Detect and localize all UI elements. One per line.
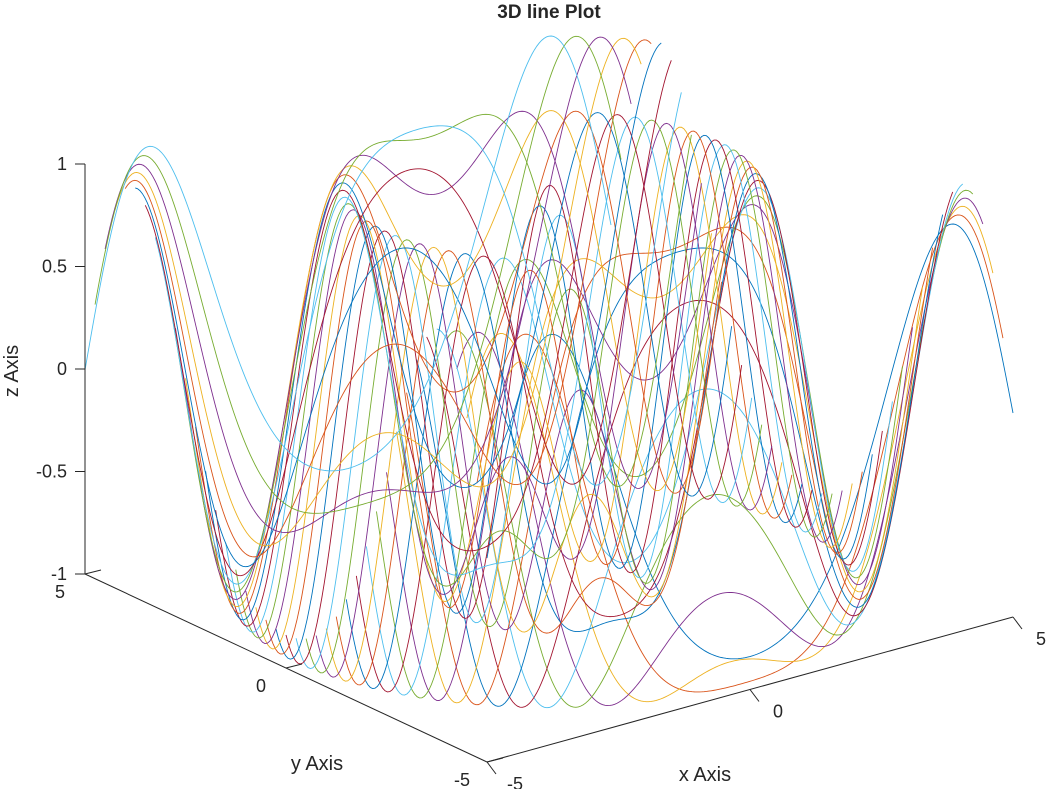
- x-tick-label: 5: [1036, 629, 1046, 649]
- series-line: [285, 139, 813, 665]
- series-line: [315, 154, 843, 678]
- z-tick-label: 1: [57, 154, 67, 174]
- series-line: [225, 116, 753, 633]
- x-tick-label: -5: [507, 774, 523, 789]
- series-line: [84, 35, 612, 472]
- series-line: [154, 92, 682, 585]
- series-line: [295, 144, 823, 670]
- y-tick-mark: [486, 757, 504, 763]
- series-line: [416, 214, 944, 707]
- series-line: [265, 130, 793, 655]
- series-line: [275, 134, 803, 660]
- plot-lines: [84, 35, 1014, 709]
- series-line: [94, 35, 622, 514]
- series-line: [255, 126, 783, 650]
- x-tick-mark: [749, 689, 760, 702]
- series-line: [466, 205, 994, 703]
- series-line: [376, 195, 903, 699]
- series-line: [335, 166, 863, 686]
- series-line: [104, 36, 632, 533]
- y-tick-mark: [84, 569, 102, 575]
- z-tick-label: 0.5: [42, 257, 67, 277]
- series-line: [396, 214, 923, 704]
- y-tick-label: -5: [454, 770, 470, 789]
- y-tick-mark: [285, 663, 303, 669]
- y-axis-label: y Axis: [291, 753, 343, 775]
- series-line: [325, 160, 853, 682]
- x-tick-mark: [486, 761, 497, 775]
- x-tick-mark: [1012, 616, 1023, 630]
- series-line: [124, 39, 652, 558]
- x-tick-label: 0: [773, 702, 783, 722]
- series-line: [144, 60, 672, 577]
- series-line: [345, 173, 873, 690]
- series-line: [235, 119, 763, 639]
- y-tick-label: 5: [55, 582, 65, 602]
- series-line: [305, 149, 833, 674]
- series-line: [245, 122, 773, 645]
- series-line: [164, 113, 692, 593]
- z-tick-label: -0.5: [36, 462, 67, 482]
- series-line: [114, 37, 642, 547]
- series-line: [135, 42, 662, 568]
- series-line: [205, 112, 733, 621]
- series-line: [476, 214, 1004, 693]
- x-axis-label: x Axis: [679, 764, 731, 786]
- axes: -505-505-1-0.500.51: [36, 154, 1046, 789]
- series-line: [215, 114, 743, 627]
- chart-title: 3D line Plot: [497, 2, 601, 23]
- y-tick-label: 0: [256, 676, 266, 696]
- z-tick-label: 0: [57, 359, 67, 379]
- series-line: [406, 226, 934, 706]
- z-axis-label: z Axis: [1, 345, 23, 397]
- z-tick-label: -1: [51, 564, 67, 584]
